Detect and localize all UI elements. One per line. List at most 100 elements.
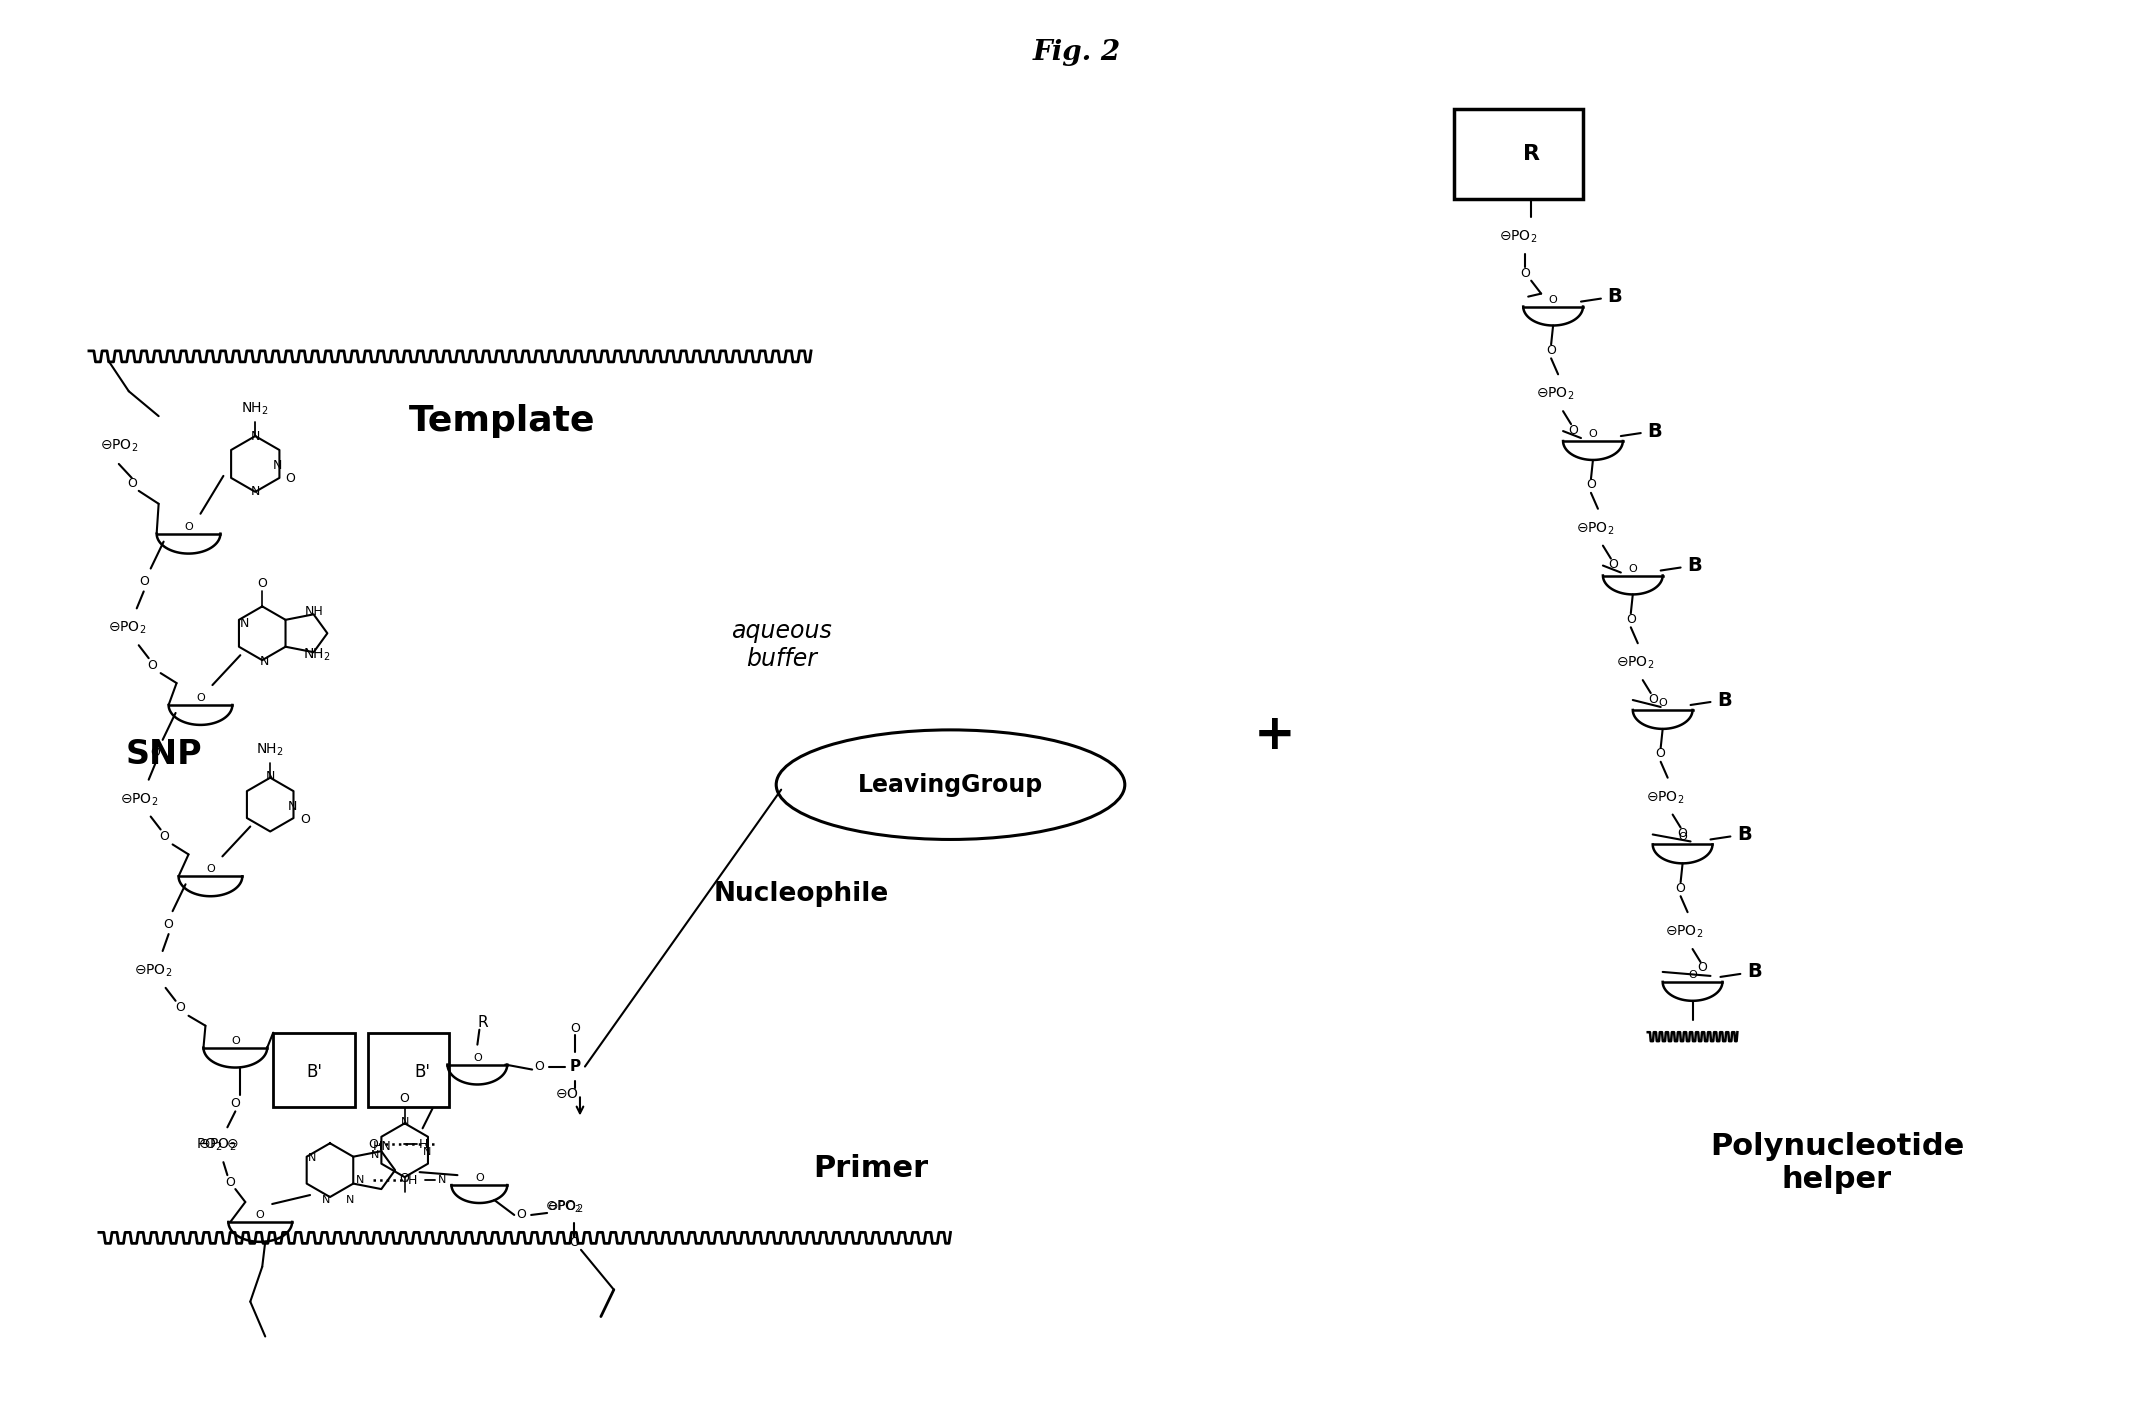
Text: $\ominus$PO$_2$: $\ominus$PO$_2$ <box>1665 924 1704 940</box>
Text: O: O <box>1549 295 1557 305</box>
Text: O: O <box>1628 563 1637 573</box>
Text: $\ominus$PO$_2$: $\ominus$PO$_2$ <box>121 791 157 808</box>
Text: N: N <box>370 1151 379 1161</box>
Text: $\ominus$PO$_2$: $\ominus$PO$_2$ <box>198 1137 237 1154</box>
Text: O: O <box>230 1097 241 1110</box>
Text: O: O <box>256 1210 265 1220</box>
Text: $\ominus$PO$_2$: $\ominus$PO$_2$ <box>1577 520 1613 537</box>
Text: NH: NH <box>304 606 323 618</box>
Text: $\ominus$PO$_2$: $\ominus$PO$_2$ <box>1616 655 1654 672</box>
Text: NH$_2$: NH$_2$ <box>304 646 332 663</box>
Text: O: O <box>151 746 162 759</box>
Text: Template: Template <box>409 405 595 438</box>
Text: O: O <box>1689 969 1697 979</box>
Text: O: O <box>569 1236 579 1249</box>
Text: +: + <box>1254 711 1295 759</box>
Bar <box>1454 110 1583 200</box>
Text: O: O <box>196 693 205 702</box>
Text: $\ominus$PO$_2$: $\ominus$PO$_2$ <box>134 962 172 979</box>
Text: B: B <box>1648 422 1663 441</box>
Text: O: O <box>159 830 170 843</box>
Text: O: O <box>164 917 174 930</box>
Text: N: N <box>321 1196 330 1205</box>
Text: Nucleophile: Nucleophile <box>713 881 890 908</box>
Text: O: O <box>1626 613 1635 625</box>
Text: O: O <box>474 1052 482 1062</box>
Text: N: N <box>308 1154 317 1163</box>
Text: $\ominus$PO$_2$: $\ominus$PO$_2$ <box>545 1198 584 1215</box>
Text: B: B <box>1747 962 1762 982</box>
Text: O: O <box>1678 828 1687 840</box>
Text: B: B <box>1736 825 1751 844</box>
Text: O: O <box>230 1035 239 1045</box>
Bar <box>368 1033 450 1107</box>
Text: O: O <box>1678 832 1687 843</box>
Text: N: N <box>345 1196 353 1205</box>
Text: SNP: SNP <box>125 738 202 771</box>
Text: N: N <box>286 799 297 813</box>
Text: $\ominus$PO$_2$: $\ominus$PO$_2$ <box>1646 790 1684 806</box>
Text: O: O <box>1568 423 1579 437</box>
Text: O: O <box>138 575 149 587</box>
Text: O: O <box>1590 429 1598 438</box>
Text: $\ominus$PO$_2$: $\ominus$PO$_2$ <box>547 1200 582 1214</box>
Text: N: N <box>239 617 250 629</box>
Text: O: O <box>571 1023 579 1035</box>
Text: NH$_2$: NH$_2$ <box>256 742 284 759</box>
Text: N: N <box>250 485 261 499</box>
Text: aqueous
buffer: aqueous buffer <box>730 620 831 672</box>
Text: R: R <box>1523 145 1540 164</box>
Text: HN: HN <box>373 1139 392 1152</box>
Text: O: O <box>183 521 194 531</box>
Text: O: O <box>226 1176 235 1189</box>
Text: $\ominus$PO$_2$: $\ominus$PO$_2$ <box>1499 229 1538 244</box>
Text: O: O <box>127 478 136 490</box>
Text: N: N <box>437 1175 446 1184</box>
Bar <box>274 1033 355 1107</box>
Text: O: O <box>256 577 267 590</box>
Text: Primer: Primer <box>814 1154 928 1183</box>
Text: Fig. 2: Fig. 2 <box>1034 39 1120 66</box>
Text: O: O <box>149 659 157 672</box>
Text: O: O <box>207 864 215 874</box>
Text: O: O <box>284 472 295 485</box>
Text: O: O <box>1648 693 1659 705</box>
Text: O: O <box>401 1092 409 1104</box>
Text: N: N <box>274 459 282 472</box>
Text: P: P <box>569 1059 582 1073</box>
Text: O: O <box>177 1002 185 1014</box>
Text: O: O <box>299 813 310 826</box>
Text: B': B' <box>414 1062 431 1080</box>
Text: O: O <box>1585 478 1596 492</box>
Text: O: O <box>401 1172 409 1184</box>
Text: $\ominus$PO$_2$: $\ominus$PO$_2$ <box>108 620 146 636</box>
Text: O: O <box>1607 558 1618 570</box>
Text: NH$_2$: NH$_2$ <box>241 400 269 417</box>
Text: O: O <box>534 1059 545 1073</box>
Text: LeavingGroup: LeavingGroup <box>857 773 1043 797</box>
Text: O: O <box>1676 882 1687 895</box>
Text: B: B <box>1607 287 1622 306</box>
Text: H: H <box>418 1138 429 1151</box>
Text: N: N <box>401 1117 409 1127</box>
Text: B: B <box>1687 556 1702 575</box>
Text: O: O <box>1521 267 1529 280</box>
Text: O: O <box>1659 698 1667 708</box>
Text: O: O <box>1697 961 1708 975</box>
Text: N: N <box>258 655 269 667</box>
Text: PO$_2$ $\ominus$: PO$_2$ $\ominus$ <box>196 1137 239 1154</box>
Text: O: O <box>368 1138 377 1151</box>
Text: N: N <box>250 430 261 443</box>
Text: O: O <box>476 1173 485 1183</box>
Text: B': B' <box>306 1062 323 1080</box>
Text: Polynucleotide
helper: Polynucleotide helper <box>1710 1132 1964 1194</box>
Text: N: N <box>422 1148 431 1158</box>
Text: O: O <box>1547 344 1555 357</box>
Text: B: B <box>1717 690 1732 710</box>
Text: H: H <box>407 1173 418 1187</box>
Text: $\ominus$PO$_2$: $\ominus$PO$_2$ <box>99 438 138 454</box>
Text: $\ominus$PO$_2$: $\ominus$PO$_2$ <box>1536 386 1575 402</box>
Text: O: O <box>517 1208 526 1221</box>
Text: N: N <box>355 1175 364 1184</box>
Text: $\ominus$O: $\ominus$O <box>556 1087 579 1102</box>
